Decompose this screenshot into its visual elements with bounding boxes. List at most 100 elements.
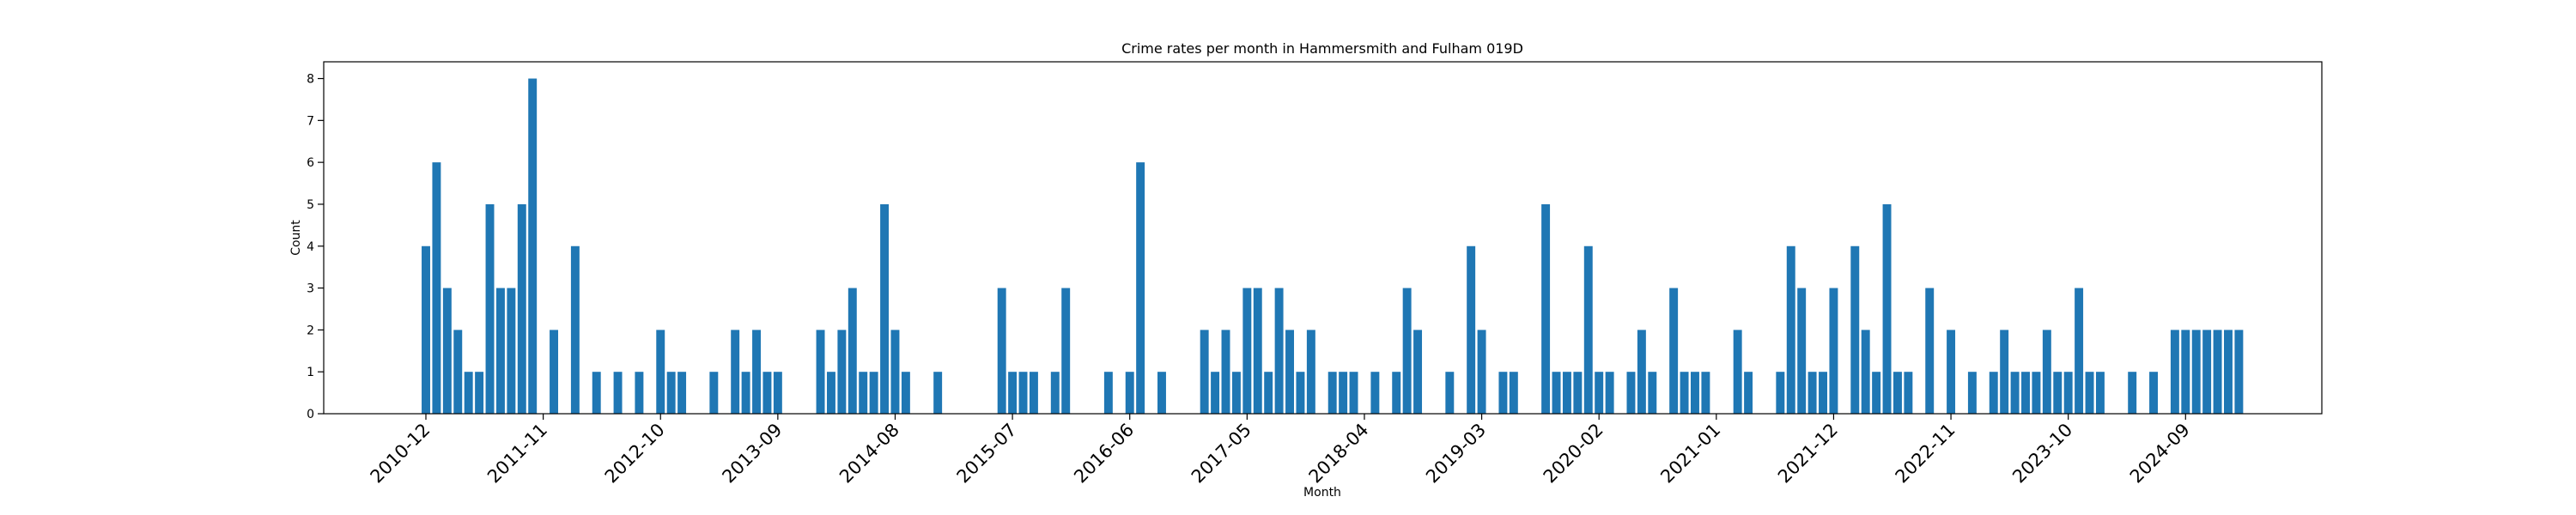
bar-2011-09 [517, 203, 526, 414]
bar-2019-03 [1477, 330, 1486, 414]
bar-2022-04 [1872, 372, 1881, 414]
x-tick-label-2011-11: 2011-11 [483, 420, 551, 488]
bar-2022-05 [1882, 203, 1892, 414]
bar-2011-03 [453, 330, 463, 414]
y-tick-label-7: 7 [307, 114, 314, 128]
bar-2021-07 [1776, 372, 1785, 414]
bar-2012-11 [666, 372, 676, 414]
bar-2014-06 [869, 372, 878, 414]
bar-2011-02 [442, 288, 452, 414]
x-axis-label: Month [1303, 486, 1341, 500]
bar-2018-12 [1445, 372, 1455, 414]
y-axis-label: Count [289, 220, 303, 256]
bar-2015-08 [1018, 372, 1028, 414]
bar-2017-08 [1274, 288, 1284, 414]
plot-frame [323, 61, 2323, 415]
bar-2023-05 [2010, 372, 2020, 414]
x-tick-label-2021-12: 2021-12 [1774, 420, 1842, 488]
bar-2023-12 [2085, 372, 2094, 414]
bar-2024-01 [2095, 372, 2105, 414]
bar-2021-08 [1786, 245, 1795, 414]
bar-2015-06 [997, 288, 1006, 414]
y-tick-label-2: 2 [307, 324, 314, 337]
bar-2021-09 [1797, 288, 1807, 414]
bar-2018-07 [1392, 372, 1401, 414]
bar-2023-11 [2075, 288, 2084, 414]
x-tick-label-2020-02: 2020-02 [1540, 420, 1607, 488]
x-tick-label-2014-08: 2014-08 [835, 420, 903, 488]
bar-2022-11 [1947, 330, 1956, 414]
bar-2013-08 [762, 372, 772, 414]
y-tick-label-0: 0 [307, 408, 314, 421]
x-tick-label-2013-09: 2013-09 [718, 420, 786, 488]
bar-2020-09 [1669, 288, 1679, 414]
bar-2020-12 [1701, 372, 1710, 414]
bar-2024-04 [2128, 372, 2137, 414]
bar-2015-09 [1029, 372, 1038, 414]
x-tick-label-2018-04: 2018-04 [1305, 420, 1373, 488]
y-tick-label-1: 1 [307, 366, 314, 379]
bar-2014-08 [890, 330, 900, 414]
bar-2014-02 [826, 372, 835, 414]
bar-2019-12 [1573, 372, 1583, 414]
bar-2023-01 [1967, 372, 1977, 414]
bar-2015-11 [1050, 372, 1060, 414]
x-tick-label-2015-07: 2015-07 [953, 420, 1021, 488]
bar-2024-08 [2170, 330, 2179, 414]
bar-2014-01 [816, 330, 825, 414]
bar-2016-09 [1157, 372, 1166, 414]
bar-2022-02 [1850, 245, 1860, 414]
bar-2017-03 [1221, 330, 1230, 414]
bar-2023-09 [2053, 372, 2063, 414]
bar-2012-04 [592, 372, 601, 414]
bar-2023-06 [2021, 372, 2030, 414]
bar-2011-04 [464, 372, 473, 414]
bar-2011-07 [495, 288, 505, 414]
bar-2021-04 [1744, 372, 1753, 414]
bar-2019-05 [1498, 372, 1508, 414]
bar-2012-08 [635, 372, 644, 414]
bar-2024-12 [2213, 330, 2222, 414]
bar-2021-03 [1733, 330, 1742, 414]
bar-2014-05 [859, 372, 868, 414]
y-tick-label-8: 8 [307, 73, 314, 87]
bar-2019-09 [1541, 203, 1551, 414]
bar-2025-01 [2224, 330, 2233, 414]
bar-2011-12 [550, 330, 559, 414]
bar-2012-02 [570, 245, 580, 414]
x-tick-label-2010-12: 2010-12 [367, 420, 434, 488]
bar-2022-06 [1893, 372, 1902, 414]
bar-2018-09 [1413, 330, 1423, 414]
bar-2016-07 [1136, 162, 1145, 414]
bar-2018-03 [1349, 372, 1358, 414]
x-tick-label-2017-05: 2017-05 [1188, 420, 1255, 488]
bar-2011-01 [432, 162, 441, 414]
chart-title: Crime rates per month in Hammersmith and… [1121, 40, 1523, 57]
bar-2019-06 [1509, 372, 1518, 414]
bar-2022-09 [1925, 288, 1935, 414]
bar-2018-08 [1402, 288, 1412, 414]
bar-2017-11 [1306, 330, 1315, 414]
bar-2023-07 [2032, 372, 2041, 414]
x-tick-label-2021-01: 2021-01 [1656, 420, 1724, 488]
bar-2017-09 [1285, 330, 1294, 414]
bar-2014-12 [933, 372, 943, 414]
bar-2017-04 [1231, 372, 1241, 414]
bar-2024-06 [2149, 372, 2159, 414]
bar-2019-11 [1562, 372, 1571, 414]
bar-2017-06 [1253, 288, 1262, 414]
bar-2025-02 [2234, 330, 2244, 414]
bar-2023-03 [1989, 372, 1998, 414]
bar-2014-04 [848, 288, 857, 414]
bar-2018-01 [1327, 372, 1337, 414]
x-tick-label-2024-09: 2024-09 [2126, 420, 2194, 488]
bar-2010-12 [422, 245, 430, 414]
bar-2024-09 [2181, 330, 2190, 414]
x-tick-label-2016-06: 2016-06 [1070, 420, 1138, 488]
bar-2020-11 [1691, 372, 1699, 414]
bar-2011-08 [507, 288, 516, 414]
bar-2022-03 [1861, 330, 1870, 414]
bar-2020-10 [1680, 372, 1689, 414]
bar-2020-02 [1595, 372, 1604, 414]
bar-2020-05 [1626, 372, 1636, 414]
